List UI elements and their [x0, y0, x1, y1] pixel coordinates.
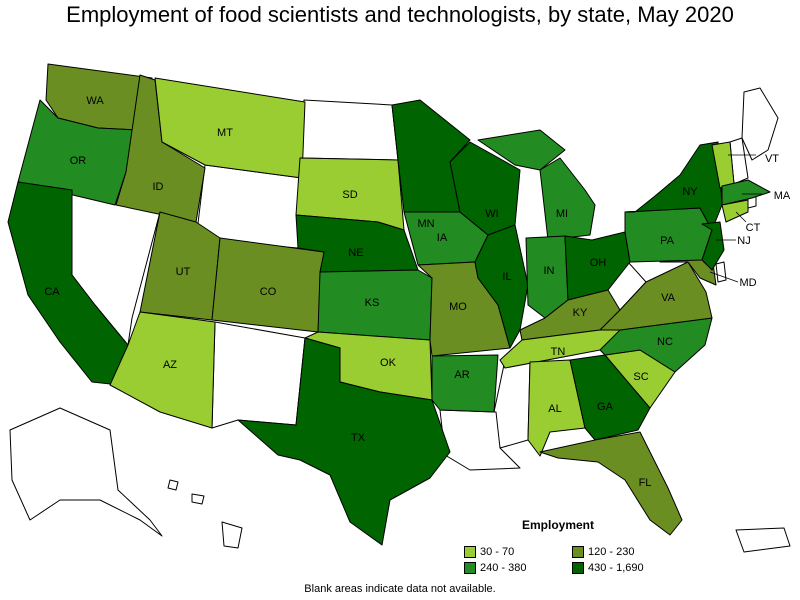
state-TX [237, 337, 451, 546]
state-label-NY: NY [682, 186, 698, 198]
state-label-UT: UT [176, 266, 191, 278]
map-title: Employment of food scientists and techno… [66, 2, 734, 27]
state-label-CT: CT [746, 222, 761, 234]
state-label-WA: WA [86, 95, 104, 107]
state-label-PA: PA [660, 235, 675, 247]
state-MI-lower [539, 157, 596, 241]
state-label-MA: MA [774, 190, 791, 202]
state-label-AZ: AZ [163, 359, 177, 371]
legend-label-4: 430 - 1,690 [588, 562, 644, 574]
state-label-OK: OK [380, 357, 397, 369]
state-CO [211, 237, 325, 333]
data-note: Blank areas indicate data not available. [304, 583, 496, 595]
state-label-CA: CA [44, 286, 60, 298]
state-ND [299, 99, 399, 161]
state-HI [167, 479, 179, 491]
state-label-NC: NC [657, 336, 673, 348]
state-MS [493, 359, 531, 449]
state-label-CO: CO [260, 286, 277, 298]
state-DE [715, 261, 727, 283]
state-label-FL: FL [639, 477, 652, 489]
legend-item-3: 120 - 230 [572, 546, 634, 558]
state-label-WI: WI [485, 208, 498, 220]
state-PR [735, 527, 791, 553]
legend-label-1: 30 - 70 [480, 546, 515, 558]
legend-label-2: 240 - 380 [480, 562, 527, 574]
state-label-MN: MN [417, 218, 434, 230]
state-label-IA: IA [437, 232, 448, 244]
state-label-GA: GA [597, 401, 614, 413]
legend-swatch-1 [464, 546, 476, 558]
state-label-TX: TX [351, 432, 366, 444]
state-label-KS: KS [365, 297, 380, 309]
state-MT [154, 77, 306, 179]
legend-label-3: 120 - 230 [588, 546, 635, 558]
state-label-KY: KY [573, 307, 588, 319]
state-label-IL: IL [502, 271, 511, 283]
legend-swatch-4 [572, 562, 584, 574]
legend-swatch-3 [572, 546, 584, 558]
legend-swatch-2 [464, 562, 476, 574]
state-label-SD: SD [342, 189, 357, 201]
state-label-IN: IN [544, 265, 555, 277]
state-MA [721, 179, 771, 206]
state-label-NJ: NJ [737, 235, 750, 247]
state-NM [211, 321, 306, 429]
state-ME [741, 87, 779, 161]
state-label-MI: MI [556, 208, 568, 220]
state-VA [599, 261, 713, 331]
state-label-OH: OH [590, 257, 607, 269]
state-label-ID: ID [153, 181, 164, 193]
state-label-TN: TN [551, 346, 566, 358]
state-label-MT: MT [217, 127, 233, 139]
state-AZ [109, 311, 216, 429]
state-CT [721, 199, 749, 223]
state-label-AR: AR [454, 369, 469, 381]
state-label-VT: VT [765, 153, 779, 165]
state-HI-2 [191, 493, 205, 505]
state-label-NE: NE [348, 247, 363, 259]
state-FL [539, 431, 683, 536]
legend-item-4: 430 - 1,690 [572, 562, 644, 574]
state-HI-3 [221, 521, 243, 549]
state-label-SC: SC [633, 371, 648, 383]
state-label-MD: MD [739, 277, 756, 289]
state-label-MO: MO [449, 301, 467, 313]
state-AR [431, 354, 499, 413]
state-label-VA: VA [661, 292, 676, 304]
legend-title: Employment [522, 518, 595, 532]
state-AK [9, 407, 163, 537]
state-label-OR: OR [70, 155, 87, 167]
legend-item-2: 240 - 380 [464, 562, 526, 574]
state-NJ [701, 221, 725, 271]
state-IL [474, 224, 529, 349]
state-label-AL: AL [548, 403, 561, 415]
leader-lines [709, 154, 762, 283]
data-states [7, 63, 771, 546]
legend-item-1: 30 - 70 [464, 546, 514, 558]
state-MI [477, 129, 566, 171]
